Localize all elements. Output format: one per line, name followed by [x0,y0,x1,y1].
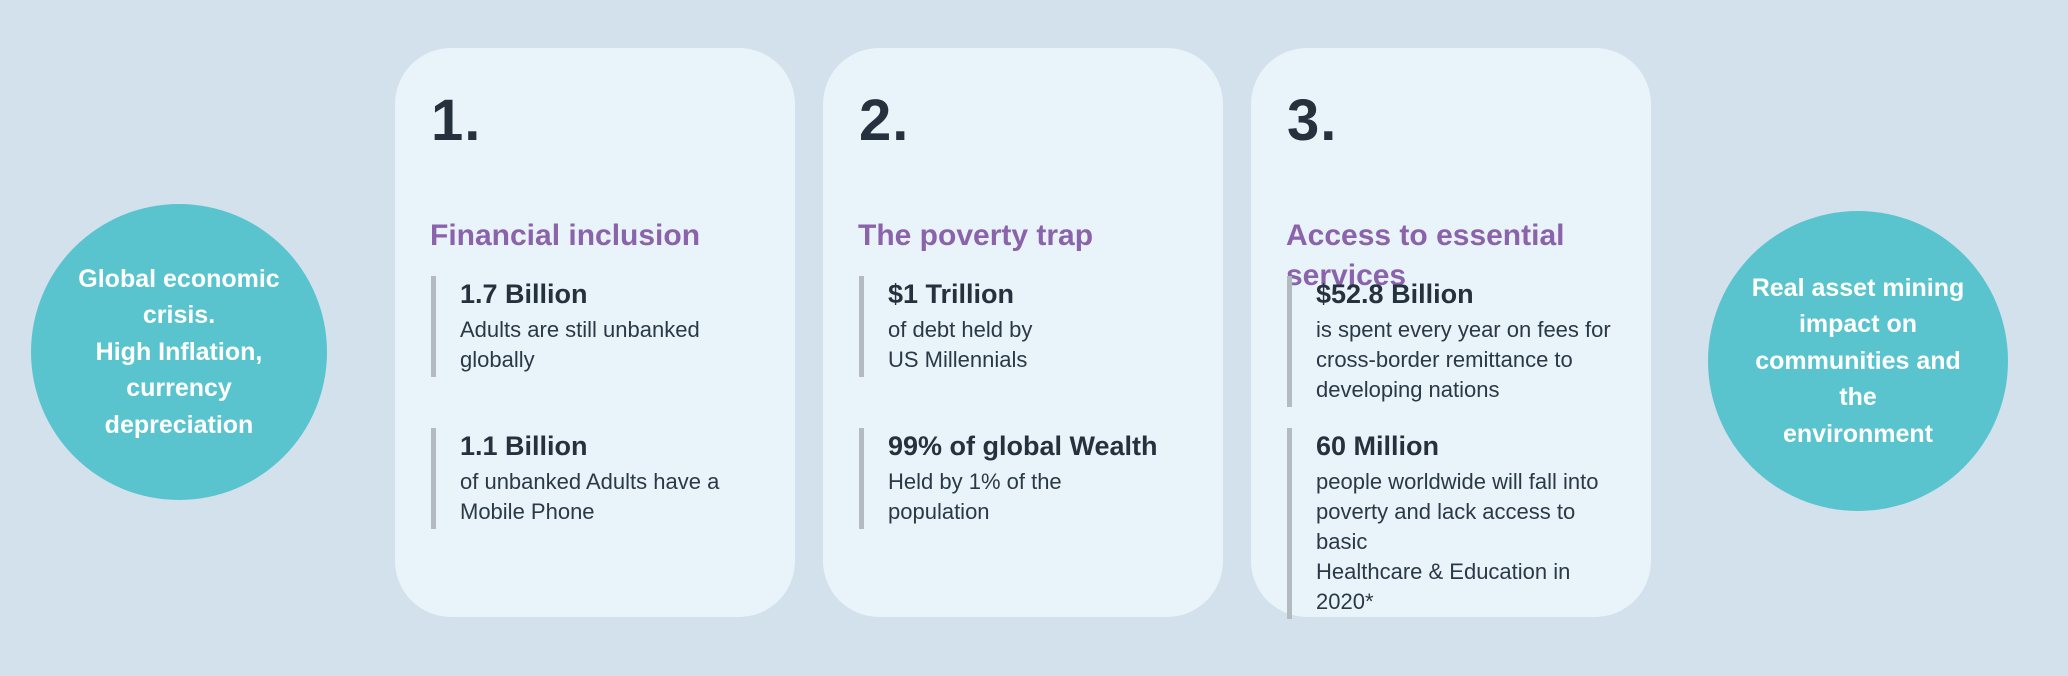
stat-description: Held by 1% of the population [888,469,1062,525]
stat-description: Adults are still unbanked globally [460,317,700,373]
stat-block: $52.8 Billion is spent every year on fee… [1287,276,1631,408]
card-heading: Access to essential services [1286,219,1565,292]
stat-title: 1.1 Billion [460,431,588,461]
card-number: 1. [431,88,482,153]
card-heading: Financial inclusion [430,219,701,252]
card-heading: The poverty trap [858,219,1094,252]
left-info-bubble: Global economic crisis. High Inflation, … [31,204,327,500]
stat-description: of unbanked Adults have a Mobile Phone [460,469,720,525]
stat-block: $1 Trillion of debt held by US Millennia… [859,276,1203,378]
card-financial-inclusion: 1. Financial inclusion 1.7 Billion Adult… [395,48,795,617]
stat-description: of debt held by US Millennials [888,317,1033,373]
stat-block: 1.7 Billion Adults are still unbanked gl… [431,276,775,378]
right-bubble-text: Real asset mining impact on communities … [1751,273,1965,448]
stat-block: 60 Million people worldwide will fall in… [1287,428,1631,619]
card-poverty-trap: 2. The poverty trap $1 Trillion of debt … [823,48,1223,617]
left-bubble-text: Global economic crisis. High Inflation, … [78,264,280,439]
stat-description: people worldwide will fall into poverty … [1316,469,1599,615]
stat-title: 1.7 Billion [460,279,588,309]
stat-title: $1 Trillion [888,279,1015,309]
stat-description: is spent every year on fees for cross-bo… [1316,317,1611,403]
card-access-essential-services: 3. Access to essential services $52.8 Bi… [1251,48,1651,619]
stat-title: 99% of global Wealth [888,431,1158,461]
stat-block: 99% of global Wealth Held by 1% of the p… [859,428,1203,530]
stat-title: 60 Million [1316,431,1440,461]
card-number: 3. [1287,88,1338,153]
card-number: 2. [859,88,910,153]
right-info-bubble: Real asset mining impact on communities … [1708,211,2008,511]
stat-block: 1.1 Billion of unbanked Adults have a Mo… [431,428,775,530]
stat-title: $52.8 Billion [1316,279,1474,309]
